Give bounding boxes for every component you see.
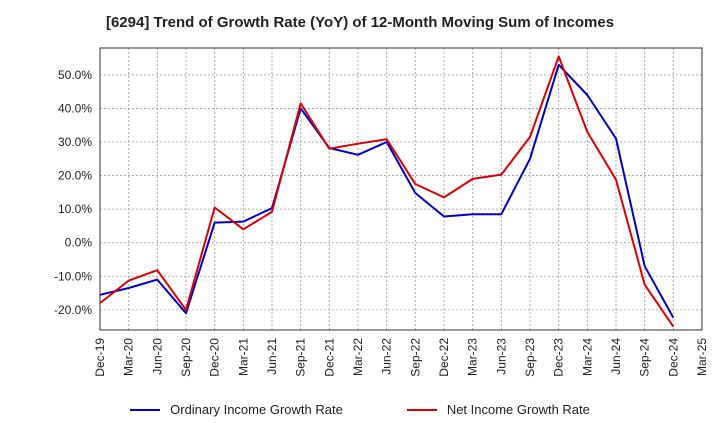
x-tick-label: Mar-20 bbox=[122, 338, 136, 376]
legend-swatch-ordinary bbox=[130, 408, 161, 411]
x-tick-label: Jun-21 bbox=[265, 338, 279, 375]
legend-swatch-net bbox=[406, 408, 437, 411]
y-tick-label: 40.0% bbox=[58, 101, 92, 115]
series-line-ordinary-income bbox=[99, 63, 675, 319]
y-tick-label: 0.0% bbox=[65, 236, 93, 250]
x-tick-label: Sep-21 bbox=[294, 338, 308, 377]
x-tick-label: Mar-25 bbox=[695, 338, 709, 376]
x-tick-label: Jun-20 bbox=[150, 338, 164, 375]
x-tick-label: Sep-24 bbox=[638, 338, 652, 377]
legend-label-ordinary: Ordinary Income Growth Rate bbox=[170, 402, 343, 417]
y-tick-label: 50.0% bbox=[58, 68, 92, 82]
x-tick-label: Mar-21 bbox=[236, 338, 250, 376]
y-tick-label: 10.0% bbox=[58, 202, 92, 216]
legend-item-net: Net Income Growth Rate bbox=[406, 402, 590, 417]
x-tick-label: Jun-23 bbox=[494, 338, 508, 375]
x-tick-label: Dec-24 bbox=[666, 338, 680, 377]
x-tick-label: Jun-22 bbox=[380, 338, 394, 375]
y-tick-label: -20.0% bbox=[54, 303, 92, 317]
legend-label-net: Net Income Growth Rate bbox=[446, 402, 590, 417]
legend: Ordinary Income Growth Rate Net Income G… bbox=[0, 402, 720, 417]
plot-area bbox=[100, 48, 702, 330]
x-tick-label: Dec-22 bbox=[437, 338, 451, 377]
x-tick-label: Dec-19 bbox=[93, 338, 107, 377]
chart-title: [6294] Trend of Growth Rate (YoY) of 12-… bbox=[105, 14, 615, 31]
x-tick-label: Sep-22 bbox=[408, 338, 422, 377]
x-tick-label: Jun-24 bbox=[609, 338, 623, 375]
x-tick-label: Dec-20 bbox=[208, 338, 222, 377]
x-tick-label: Mar-24 bbox=[580, 338, 594, 376]
x-tick-label: Sep-23 bbox=[523, 338, 537, 377]
y-tick-label: -10.0% bbox=[54, 269, 92, 283]
plot-border bbox=[99, 47, 703, 331]
x-tick-label: Mar-22 bbox=[351, 338, 365, 376]
x-tick-label: Dec-21 bbox=[322, 338, 336, 377]
y-tick-label: 20.0% bbox=[58, 169, 92, 183]
y-tick-label: 30.0% bbox=[58, 135, 92, 149]
x-tick-label: Dec-23 bbox=[552, 338, 566, 377]
series-line-net-income bbox=[99, 55, 675, 328]
x-tick-label: Mar-23 bbox=[466, 338, 480, 376]
legend-item-ordinary: Ordinary Income Growth Rate bbox=[130, 402, 343, 417]
x-tick-label: Sep-20 bbox=[179, 338, 193, 377]
